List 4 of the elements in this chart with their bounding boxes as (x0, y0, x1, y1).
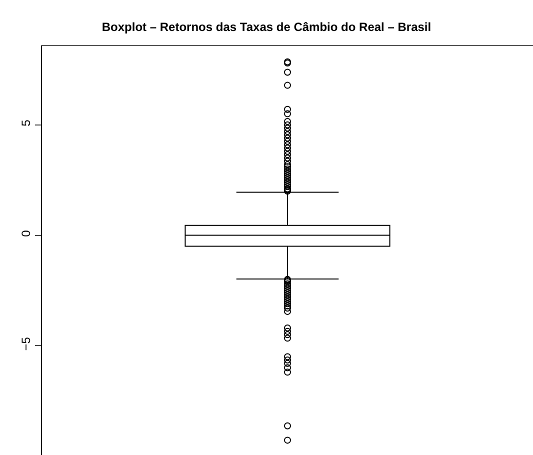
y-tick-label: 0 (19, 230, 34, 237)
chart-title: Boxplot – Retornos das Taxas de Câmbio do Real – Brasil (102, 20, 432, 34)
y-tick-label: −5 (19, 336, 34, 351)
y-tick-label: 5 (19, 119, 34, 126)
